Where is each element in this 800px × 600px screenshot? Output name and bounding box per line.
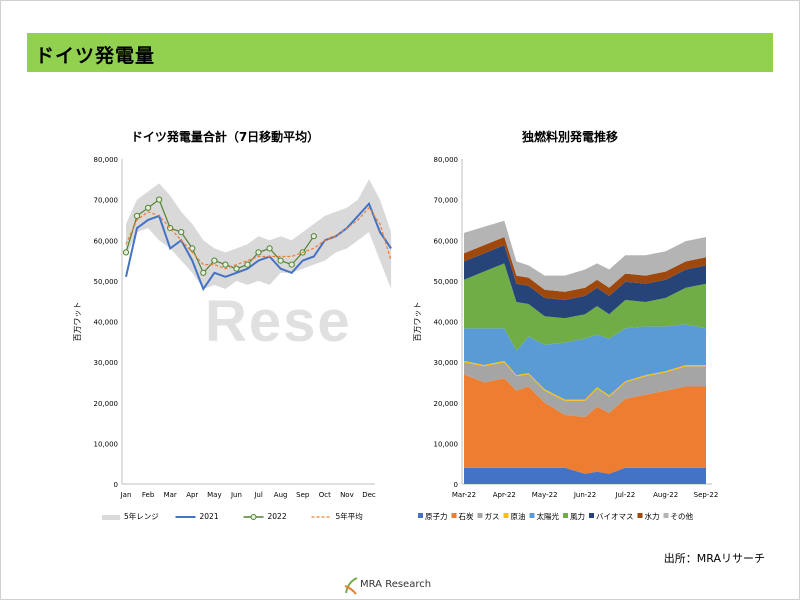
header-banner: ドイツ発電量 bbox=[27, 33, 773, 72]
stacked-area-原油 bbox=[464, 360, 706, 401]
right-chart-legend-label: 石炭 bbox=[459, 512, 474, 521]
right-chart-legend-label: 水力 bbox=[645, 511, 660, 521]
left-chart-x-tick-label: May bbox=[207, 491, 221, 499]
right-chart-legend-swatch bbox=[529, 513, 535, 518]
left-chart-x-tick-label: Jan bbox=[120, 491, 132, 499]
right-chart-y-tick-label: 80,000 bbox=[434, 156, 459, 164]
right-chart-legend-swatch bbox=[503, 513, 509, 518]
right-chart-x-tick-label: Aug-22 bbox=[653, 491, 678, 499]
right-chart-y-tick-label: 30,000 bbox=[434, 359, 459, 367]
right-chart-title: 独燃料別発電推移 bbox=[521, 130, 618, 144]
left-chart-legend-label: 2021 bbox=[200, 512, 219, 521]
left-chart-x-tick-label: Oct bbox=[319, 491, 331, 499]
right-chart-legend-swatch bbox=[418, 513, 423, 518]
right-chart-y-tick-label: 70,000 bbox=[434, 197, 459, 205]
logo-mark-icon bbox=[344, 577, 358, 595]
right-chart-legend-label: バイオマス bbox=[596, 512, 634, 521]
stacked-area-原子力 bbox=[464, 467, 706, 484]
right-chart-y-tick-label: 50,000 bbox=[434, 278, 459, 286]
right-chart-y-tick-label: 40,000 bbox=[434, 319, 459, 327]
series-point-2022 bbox=[178, 229, 185, 236]
stacked-area-水力 bbox=[464, 237, 706, 300]
left-chart-legend-label: 5年平均 bbox=[336, 511, 363, 521]
stacked-area-石炭 bbox=[464, 374, 706, 474]
right-chart-legend-swatch bbox=[637, 513, 643, 518]
left-chart-y-tick-label: 80,000 bbox=[94, 156, 119, 164]
left-chart-y-tick-label: 0 bbox=[114, 481, 118, 489]
left-chart-x-tick-label: Dec bbox=[362, 491, 376, 499]
right-chart-x-tick-label: May-22 bbox=[532, 491, 558, 499]
right-chart-legend-label: ガス bbox=[485, 511, 500, 521]
series-point-2022 bbox=[222, 261, 229, 268]
stacked-area-風力 bbox=[464, 263, 706, 351]
watermark: Rese bbox=[205, 289, 352, 354]
left-chart-y-axis-label: 百万ワット bbox=[73, 302, 82, 342]
right-chart-x-tick-label: Jul-22 bbox=[614, 491, 635, 499]
series-point-2022 bbox=[266, 245, 273, 252]
left-chart-x-tick-label: Sep bbox=[296, 491, 310, 499]
series-line-5yr-avg bbox=[125, 206, 392, 270]
series-point-2022 bbox=[122, 249, 130, 256]
series-point-2022 bbox=[211, 257, 218, 264]
right-chart-x-tick-label: Apr-22 bbox=[493, 491, 516, 499]
left-chart-x-tick-label: Feb bbox=[142, 491, 155, 499]
right-chart-legend-label: 太陽光 bbox=[537, 511, 560, 521]
series-point-2022 bbox=[310, 233, 317, 240]
left-chart-x-tick-label: Jun bbox=[230, 491, 242, 499]
right-chart-x-tick-label: Sep-22 bbox=[694, 491, 719, 499]
left-chart-y-tick-label: 10,000 bbox=[94, 440, 119, 448]
series-point-2022 bbox=[189, 245, 196, 252]
left-chart-legend-label: 2022 bbox=[268, 512, 287, 521]
stacked-area-バイオマス bbox=[464, 245, 706, 319]
left-chart-legend-swatch bbox=[102, 515, 120, 520]
right-chart-legend-swatch bbox=[563, 513, 568, 518]
right-chart-legend-label: 原油 bbox=[511, 511, 526, 521]
right-chart-y-tick-label: 20,000 bbox=[434, 400, 459, 408]
right-chart-x-tick-label: Jun-22 bbox=[573, 491, 596, 499]
left-chart-x-tick-label: Mar bbox=[164, 491, 177, 499]
left-chart-title: ドイツ発電量合計（7日移動平均） bbox=[130, 130, 320, 144]
right-chart-y-axis-label: 百万ワット bbox=[413, 302, 422, 342]
series-point-2022 bbox=[255, 249, 262, 256]
right-chart-legend-swatch bbox=[589, 513, 594, 518]
series-point-2022 bbox=[288, 261, 295, 268]
right-chart-y-tick-label: 10,000 bbox=[434, 440, 459, 448]
left-chart-legend-marker bbox=[250, 514, 257, 520]
left-chart-y-tick-label: 50,000 bbox=[94, 278, 119, 286]
right-chart-x-tick-label: Mar-22 bbox=[452, 491, 476, 499]
page-title: ドイツ発電量 bbox=[35, 45, 156, 67]
left-chart-x-tick-label: Apr bbox=[186, 491, 198, 499]
right-chart-legend-swatch bbox=[451, 513, 457, 518]
left-chart-legend-label: 5年レンジ bbox=[124, 511, 159, 521]
stacked-area-その他 bbox=[464, 220, 706, 292]
stacked-area-ガス bbox=[464, 362, 706, 417]
source-note: 出所：MRAリサーチ bbox=[663, 552, 765, 565]
left-chart-y-tick-label: 60,000 bbox=[94, 237, 119, 245]
logo-text: MRA Research bbox=[360, 579, 432, 590]
series-point-2022 bbox=[244, 261, 251, 268]
left-chart-y-tick-label: 40,000 bbox=[94, 319, 119, 327]
right-chart-legend-label: 原子力 bbox=[425, 511, 448, 521]
series-point-2022 bbox=[277, 257, 284, 264]
left-chart-y-tick-label: 70,000 bbox=[94, 197, 119, 205]
series-point-2022 bbox=[156, 196, 163, 203]
right-chart-y-tick-label: 0 bbox=[454, 481, 458, 489]
left-chart-x-tick-label: Jul bbox=[253, 491, 263, 499]
series-point-2022 bbox=[233, 265, 240, 272]
right-chart-y-tick-label: 60,000 bbox=[434, 237, 459, 245]
series-point-2022 bbox=[145, 204, 152, 211]
right-chart-legend-swatch bbox=[477, 513, 483, 518]
left-chart-y-tick-label: 30,000 bbox=[94, 359, 119, 367]
right-chart-legend-label: その他 bbox=[671, 511, 694, 521]
stacked-area-太陽光 bbox=[464, 324, 706, 400]
left-chart-y-tick-label: 20,000 bbox=[94, 400, 119, 408]
series-point-2022 bbox=[133, 212, 141, 219]
left-chart-x-tick-label: Nov bbox=[340, 491, 354, 499]
left-chart-x-tick-label: Aug bbox=[274, 491, 288, 499]
series-point-2022 bbox=[200, 269, 207, 276]
right-chart-legend-swatch bbox=[663, 513, 669, 518]
right-chart-legend-label: 風力 bbox=[570, 511, 585, 521]
